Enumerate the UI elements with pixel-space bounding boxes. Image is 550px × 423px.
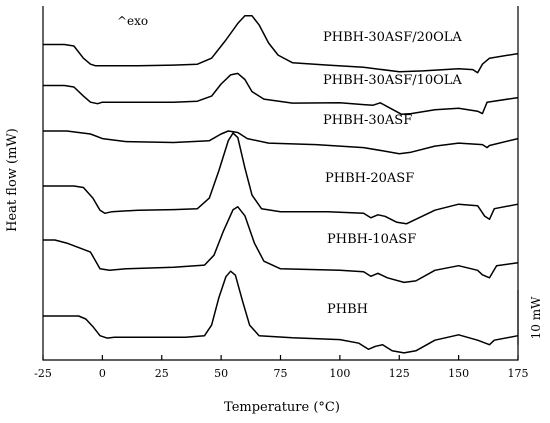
scale-bar-label: 10 mW [529, 296, 543, 339]
series-label-3: PHBH-20ASF [325, 171, 414, 186]
x-tick-label: 50 [214, 367, 228, 380]
series-label-2: PHBH-30ASF [323, 113, 412, 128]
x-axis-label: Temperature (°C) [224, 400, 340, 415]
x-tick-label: 150 [448, 367, 469, 380]
series-curve-0 [43, 15, 519, 74]
y-axis-label: Heat flow (mW) [5, 128, 20, 232]
x-tick-label: 75 [274, 367, 288, 380]
x-tick-label: 175 [508, 367, 529, 380]
x-tick-label: 125 [389, 367, 410, 380]
series-curve-3 [43, 132, 519, 225]
series-labels: PHBH-30ASF/20OLA PHBH-30ASF/10OLA PHBH-30A… [323, 30, 462, 317]
series-curve-4 [43, 206, 519, 284]
series-label-4: PHBH-10ASF [327, 232, 416, 247]
scale-bar: 10 mW [517, 290, 543, 345]
series-label-5: PHBH [327, 302, 368, 317]
chart-axes [42, 6, 519, 361]
exo-annotation: ^exo [117, 14, 148, 28]
x-tick-label: -25 [34, 367, 52, 380]
x-ticks: -25 0 25 50 75 100 125 150 175 [34, 355, 529, 380]
dsc-curves [43, 15, 519, 354]
plot-frame [42, 6, 519, 361]
series-curve-1 [43, 72, 519, 116]
series-curve-2 [43, 130, 519, 155]
series-curve-5 [43, 270, 519, 354]
series-label-1: PHBH-30ASF/10OLA [323, 73, 462, 88]
x-tick-label: 25 [155, 367, 169, 380]
x-tick-label: 0 [99, 367, 106, 380]
series-label-0: PHBH-30ASF/20OLA [323, 30, 462, 45]
x-tick-label: 100 [329, 367, 350, 380]
